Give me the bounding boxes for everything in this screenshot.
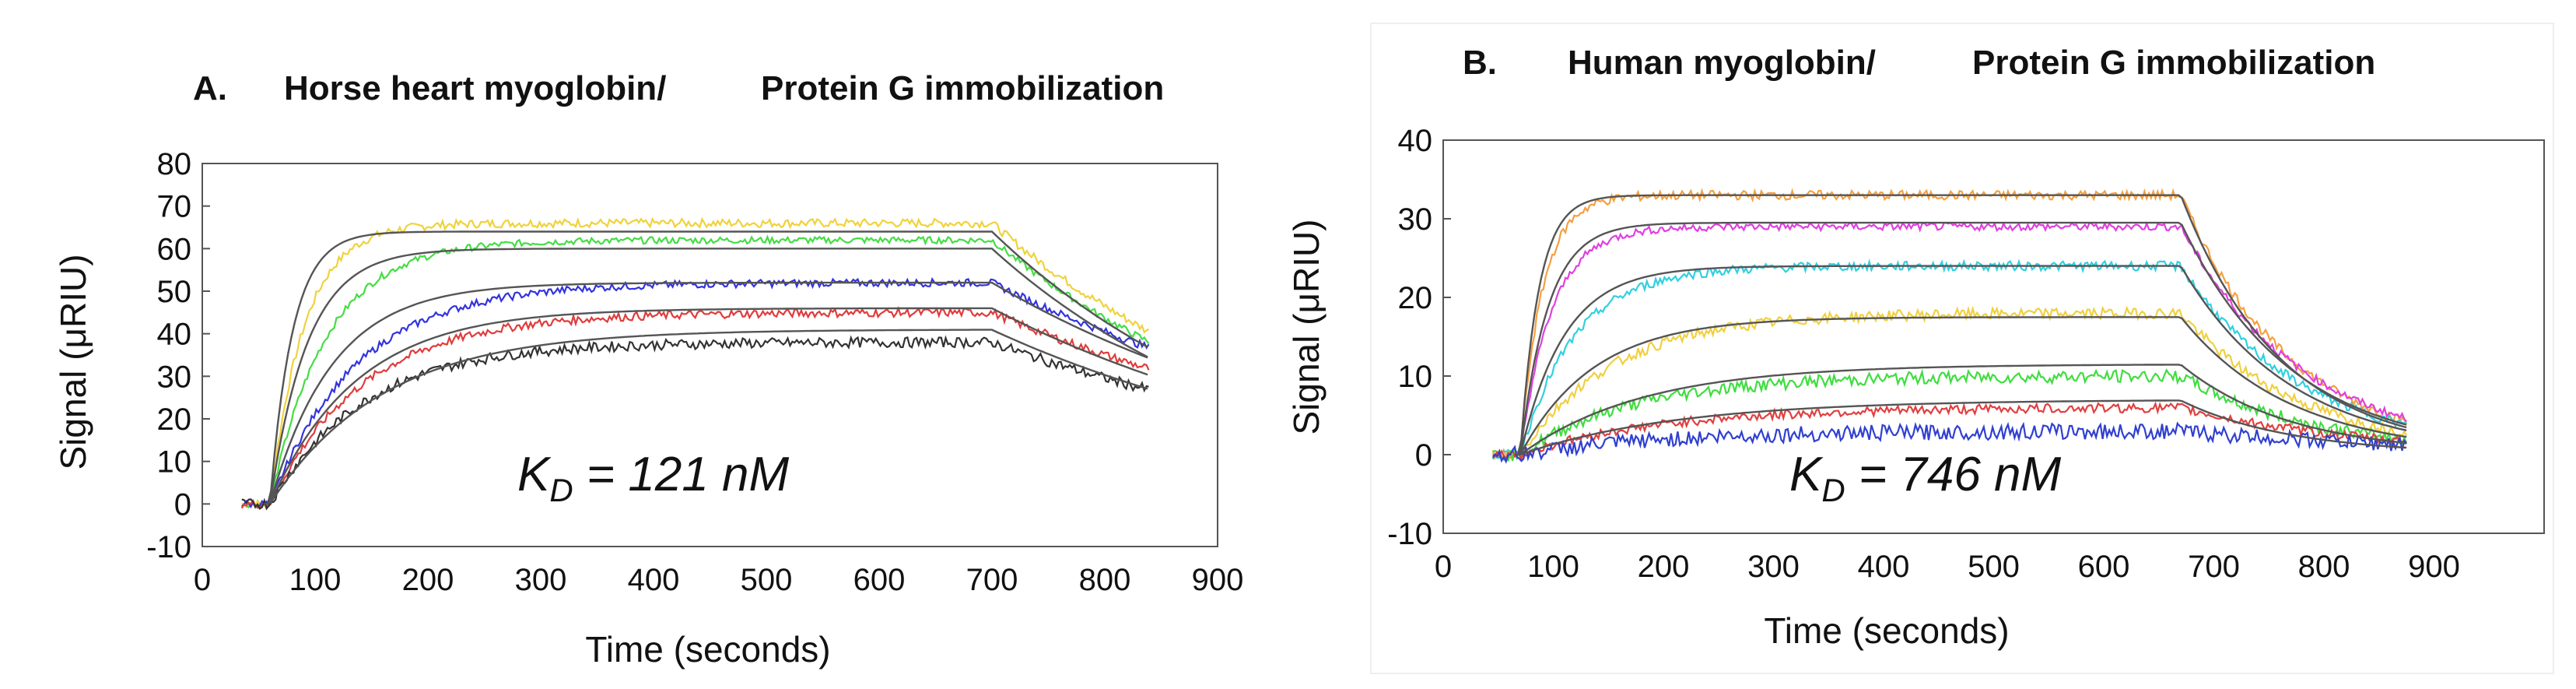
panel-a-xtick: 100 [289, 563, 342, 597]
panel-a-xtick: 800 [1079, 563, 1131, 597]
panel-b-frame [1370, 23, 2554, 674]
panel-a-series-conc-3 [241, 276, 1150, 509]
panel-a-fit-1 [264, 230, 1148, 505]
panel-b-ytick: 10 [1398, 360, 1433, 394]
panel-a-series-conc-4 [240, 306, 1150, 509]
panel-b-title-2: Protein G immobilization [1972, 44, 2375, 82]
panel-a-kd-rest: = 121 nM [573, 448, 790, 501]
panel-a-fit-4 [264, 307, 1148, 505]
panel-a-xtick: 700 [966, 563, 1018, 597]
panel-a-xlabel: Time (seconds) [585, 629, 830, 670]
panel-b-xtick: 500 [1968, 550, 2020, 584]
panel-a-fit-5 [264, 329, 1148, 505]
panel-b-kd-sub: D [1821, 472, 1845, 508]
panel-b-kd-k: K [1789, 448, 1824, 501]
panel-a-series-conc-2 [241, 234, 1150, 509]
panel-a-series-conc-1 [241, 216, 1150, 510]
panel-b-ytick: -10 [1387, 517, 1432, 551]
panel-b-title-letter: B. [1463, 44, 1497, 82]
panel-a-title-letter: A. [193, 69, 227, 107]
panel-a-fit-3 [264, 281, 1148, 505]
panel-b-xtick: 100 [1527, 550, 1579, 584]
panel-b-fit-2 [1515, 221, 2407, 456]
panel-a-ytick: 60 [157, 232, 192, 266]
panel-b-series-conc-4 [1491, 305, 2408, 461]
panel-b-xtick: 700 [2188, 550, 2240, 584]
panel-b-ytick: 40 [1398, 124, 1433, 158]
panel-b-series-conc-7 [1491, 421, 2407, 464]
panel-b-xtick: 300 [1747, 550, 1800, 584]
chart-panel-b: B. Human myoglobin/ Protein G immobiliza… [1286, 23, 2554, 674]
panel-b-ytick: 0 [1415, 438, 1432, 473]
panel-a-xtick: 300 [515, 563, 567, 597]
panel-b-xlabel: Time (seconds) [1764, 610, 2009, 651]
panel-a-xtick: 600 [853, 563, 906, 597]
panel-a-kd-k: K [517, 448, 552, 501]
panel-a-ytick: 10 [157, 445, 192, 480]
panel-b-fit-5 [1515, 364, 2407, 456]
panel-a-xtick: 400 [628, 563, 680, 597]
panel-b-xtick: 200 [1638, 550, 1690, 584]
panel-b-ylabel: Signal (μRIU) [1286, 219, 1327, 434]
panel-b-plot-area [1442, 139, 2545, 534]
panel-b-series-conc-3 [1492, 258, 2407, 461]
panel-a-fits [264, 230, 1148, 505]
panel-a-title-2: Protein G immobilization [761, 69, 1164, 107]
panel-a-xtick: 200 [402, 563, 454, 597]
panel-a-series-conc-5 [241, 335, 1149, 511]
panel-a-ytick: 0 [174, 487, 191, 522]
panel-a-kd-sub: D [549, 472, 573, 508]
panel-b-fit-3 [1515, 265, 2407, 456]
panel-a-series [240, 216, 1150, 511]
panel-a-ytick: 20 [157, 403, 192, 437]
panel-b-xtick: 800 [2298, 550, 2350, 584]
panel-b-ytick: 20 [1398, 281, 1433, 315]
panel-b-xtick: 0 [1435, 550, 1452, 584]
panel-b-fit-6 [1515, 399, 2407, 456]
panel-b-fits [1515, 194, 2407, 456]
panel-b-fit-4 [1515, 316, 2407, 456]
panel-b-ytick: 30 [1398, 202, 1433, 237]
panel-a-ylabel: Signal (μRIU) [53, 254, 93, 469]
panel-b-xtick: 600 [2078, 550, 2130, 584]
panel-a-ytick: 80 [157, 147, 192, 181]
panel-a-title: Horse heart myoglobin/ [284, 69, 666, 107]
panel-a-ytick: -10 [146, 530, 191, 564]
panel-a-ytick: 40 [157, 318, 192, 352]
panel-b-title: Human myoglobin/ [1568, 44, 1876, 82]
chart-panel-a: A. Horse heart myoglobin/ Protein G immo… [53, 69, 1243, 670]
panel-b-kd-annotation: KD = 746 nM [1789, 448, 2062, 508]
panel-b-xtick: 400 [1858, 550, 1910, 584]
panel-a-ytick: 70 [157, 190, 192, 224]
panel-a-xtick: 500 [741, 563, 793, 597]
panel-b-xtick: 900 [2408, 550, 2460, 584]
panel-b-fit-1 [1515, 194, 2407, 456]
panel-a-fit-2 [264, 248, 1148, 505]
panel-a-xtick: 0 [194, 563, 211, 597]
panel-a-kd-annotation: KD = 121 nM [517, 448, 790, 508]
panel-b-kd-rest: = 746 nM [1845, 448, 2062, 501]
panel-a-xtick: 900 [1192, 563, 1244, 597]
panel-a-ytick: 50 [157, 275, 192, 309]
panel-a-ytick: 30 [157, 360, 192, 394]
